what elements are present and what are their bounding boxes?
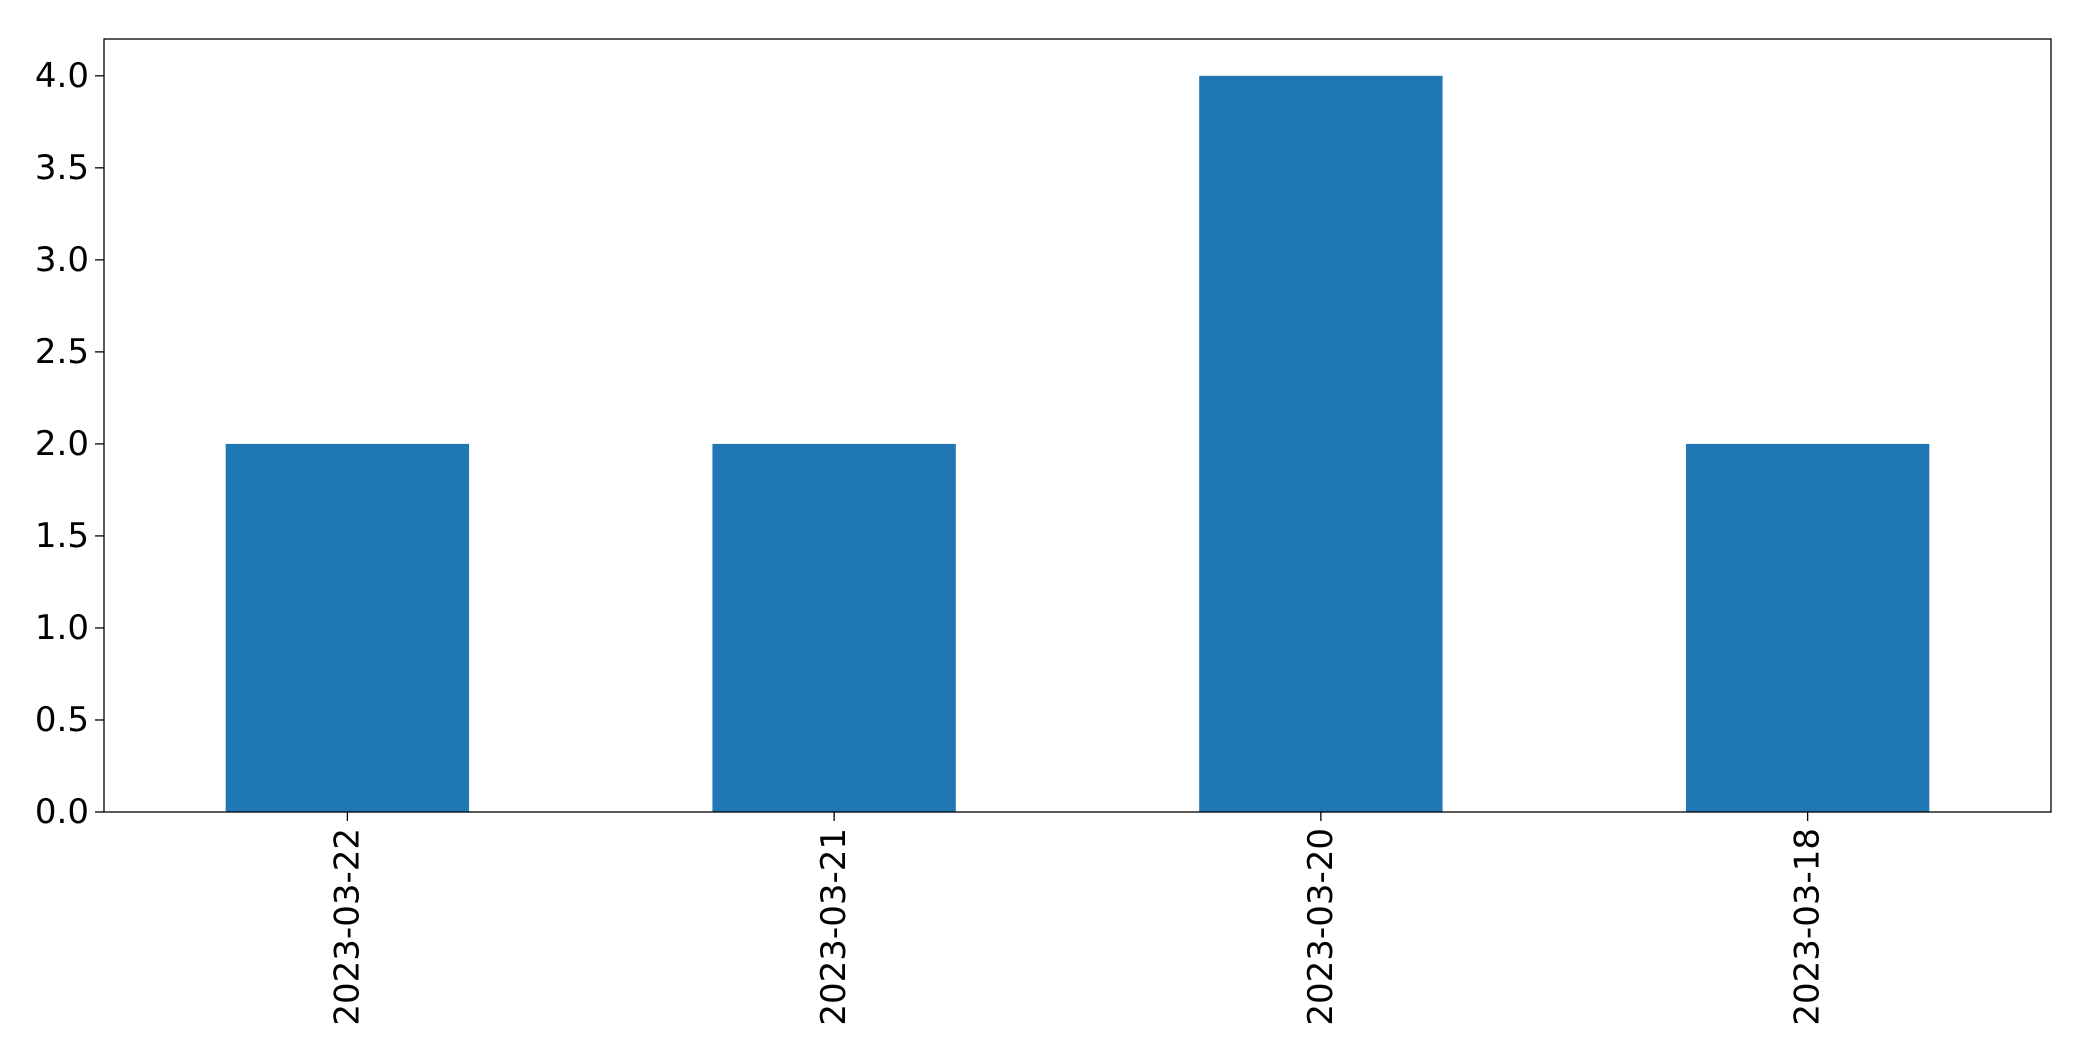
y-tick-label: 2.0 xyxy=(35,424,89,464)
x-tick-label: 2023-03-21 xyxy=(814,828,854,1026)
y-tick-label: 4.0 xyxy=(35,56,89,96)
y-tick-label: 3.0 xyxy=(35,240,89,280)
y-tick-label: 0.5 xyxy=(35,700,89,740)
plot-frame xyxy=(103,38,2052,813)
y-tick-label: 0.0 xyxy=(35,792,89,832)
x-tick-label: 2023-03-22 xyxy=(327,828,367,1026)
bar-2023-03-18 xyxy=(1685,443,1930,812)
y-tick-label: 2.5 xyxy=(35,332,89,372)
x-tick-label: 2023-03-18 xyxy=(1788,828,1828,1026)
y-tick-label: 1.0 xyxy=(35,608,89,648)
x-tick-label: 2023-03-20 xyxy=(1301,828,1341,1026)
y-tick-label: 1.5 xyxy=(35,516,89,556)
bar-2023-03-22 xyxy=(225,443,470,812)
y-tick-label: 3.5 xyxy=(35,148,89,188)
y-axis: 0.0 0.5 1.0 1.5 2.0 2.5 3.0 3.5 4.0 xyxy=(35,56,104,832)
bar-series xyxy=(225,75,1930,813)
bar-2023-03-20 xyxy=(1199,75,1443,813)
x-axis: 2023-03-22 2023-03-21 2023-03-20 2023-03-18 xyxy=(327,812,1828,1026)
bar-2023-03-21 xyxy=(712,443,956,812)
